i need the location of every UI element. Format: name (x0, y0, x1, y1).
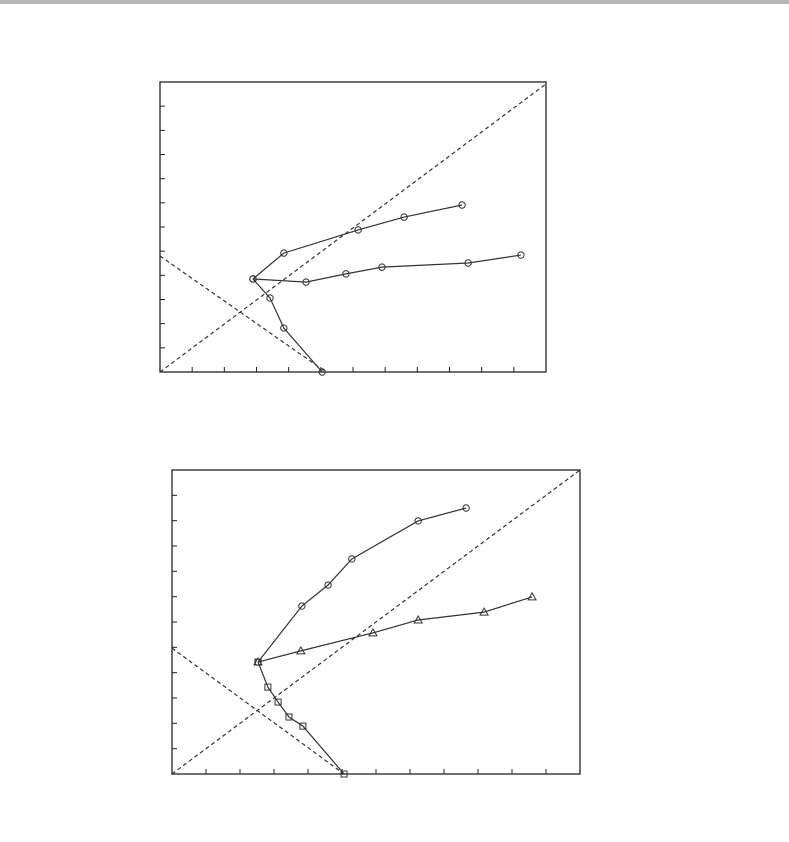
point-marker (298, 602, 306, 610)
point-marker (340, 770, 348, 778)
point-marker (400, 213, 408, 221)
series-line (257, 661, 345, 775)
point-marker (274, 698, 282, 706)
point-marker (462, 504, 470, 512)
point-marker (414, 517, 422, 525)
point-marker (302, 278, 310, 286)
point-marker (264, 683, 272, 691)
series-line (252, 204, 463, 280)
series-line (171, 647, 345, 775)
chart (159, 81, 547, 376)
point-marker (527, 591, 537, 601)
point-marker (280, 324, 288, 332)
point-marker (254, 658, 262, 666)
series-line (257, 507, 467, 663)
series-line (159, 83, 547, 373)
series-line (257, 596, 533, 663)
point-marker (479, 607, 489, 616)
series-line (159, 255, 327, 373)
point-marker (299, 722, 307, 730)
point-marker (285, 713, 293, 721)
series-line (252, 278, 323, 373)
point-marker (517, 251, 525, 259)
point-marker (249, 275, 257, 283)
series-line (171, 469, 581, 775)
point-marker (342, 270, 350, 278)
point-marker (464, 259, 472, 267)
chart (171, 469, 581, 778)
point-marker (266, 294, 274, 302)
point-marker (324, 581, 332, 589)
point-marker (378, 263, 386, 271)
point-marker (458, 201, 466, 209)
point-marker (348, 555, 356, 563)
point-marker (295, 645, 306, 655)
point-marker (280, 249, 288, 257)
top-bar (0, 0, 789, 4)
point-marker (413, 614, 424, 624)
series-line (252, 254, 521, 283)
point-marker (354, 226, 362, 234)
point-marker (368, 627, 378, 637)
